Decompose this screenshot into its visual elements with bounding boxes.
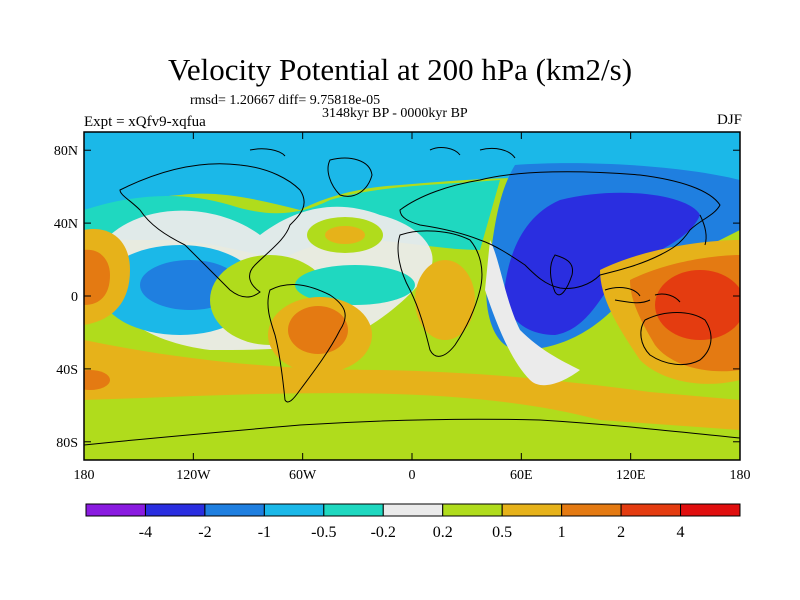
colorbar-cell — [501, 503, 563, 517]
colorbar-label: 2 — [617, 524, 625, 541]
greenland-outline — [327, 157, 373, 197]
x-tick-label: 180 — [74, 468, 95, 483]
arctic-islands-outline — [249, 147, 516, 159]
y-tick-label: 40N — [54, 217, 78, 232]
maritime-continent-outline — [604, 287, 681, 304]
x-tick-label: 60E — [510, 468, 533, 483]
field-north-cyan — [84, 132, 740, 215]
subtitle-period: 3148kyr BP - 0000kyr BP — [322, 106, 468, 121]
colorbar-cell — [85, 503, 146, 517]
x-tick-label: 180 — [730, 468, 751, 483]
colorbar-label: 1 — [558, 524, 566, 541]
subtitle-stats: rmsd= 1.20667 diff= 9.75818e-05 — [190, 93, 381, 108]
colorbar-cell — [442, 503, 503, 517]
colorbar-label: 0.5 — [492, 524, 512, 541]
colorbar-cell — [382, 503, 444, 517]
australia-outline — [640, 312, 712, 366]
field-africa-positive — [415, 260, 475, 340]
colorbar-cell — [323, 503, 384, 517]
field-natl-orange — [325, 226, 365, 244]
y-tick-label: 80S — [56, 436, 78, 451]
y-axis: 80N 40N 0 40S 80S — [54, 144, 740, 451]
y-tick-label: 0 — [71, 290, 78, 305]
contour-field — [84, 132, 740, 460]
y-tick-label: 40S — [56, 363, 78, 378]
chart-title: Velocity Potential at 200 hPa (km2/s) — [167, 52, 633, 87]
india-outline — [550, 254, 574, 296]
colorbar-cell — [263, 503, 325, 517]
colorbar-cell — [144, 503, 206, 517]
x-tick-label: 120W — [176, 468, 211, 483]
africa-outline — [397, 230, 483, 357]
x-tick-label: 0 — [409, 468, 416, 483]
y-tick-label: 80N — [54, 144, 78, 159]
field-wp-positive-core — [655, 270, 740, 340]
x-tick-label: 120E — [616, 468, 646, 483]
colorbar-label: -1 — [258, 524, 271, 541]
colorbar-label: -2 — [198, 524, 211, 541]
x-axis: 180 120W 60W 0 60E 120E 180 — [74, 132, 751, 483]
field-strong-negative — [504, 192, 700, 335]
colorbar-cell — [620, 503, 682, 517]
japan-outline — [699, 214, 707, 246]
south-america-outline — [267, 284, 346, 403]
colorbar-cell — [204, 503, 265, 517]
field-ring-white — [485, 240, 580, 386]
eurasia-outline — [399, 171, 721, 289]
field-antarctic-green — [84, 393, 740, 460]
season-label: DJF — [716, 112, 742, 128]
experiment-label: Expt = xQfv9-xqfua — [84, 114, 206, 130]
north-america-outline — [119, 163, 305, 298]
field-date-line-core — [84, 249, 110, 305]
colorbar-cell — [680, 503, 741, 517]
field-sp-orange — [84, 370, 110, 390]
coastlines — [84, 147, 740, 446]
colorbar-label: -4 — [139, 524, 152, 541]
colorbar-label: -0.5 — [311, 524, 336, 541]
colorbar-label: -0.2 — [371, 524, 396, 541]
colorbar-label: 0.2 — [433, 524, 453, 541]
field-atlantic-aqua — [295, 265, 415, 305]
colorbar-cell — [561, 503, 622, 517]
x-tick-label: 60W — [289, 468, 317, 483]
antarctica-outline — [84, 418, 740, 446]
colorbar-label: 4 — [677, 524, 685, 541]
